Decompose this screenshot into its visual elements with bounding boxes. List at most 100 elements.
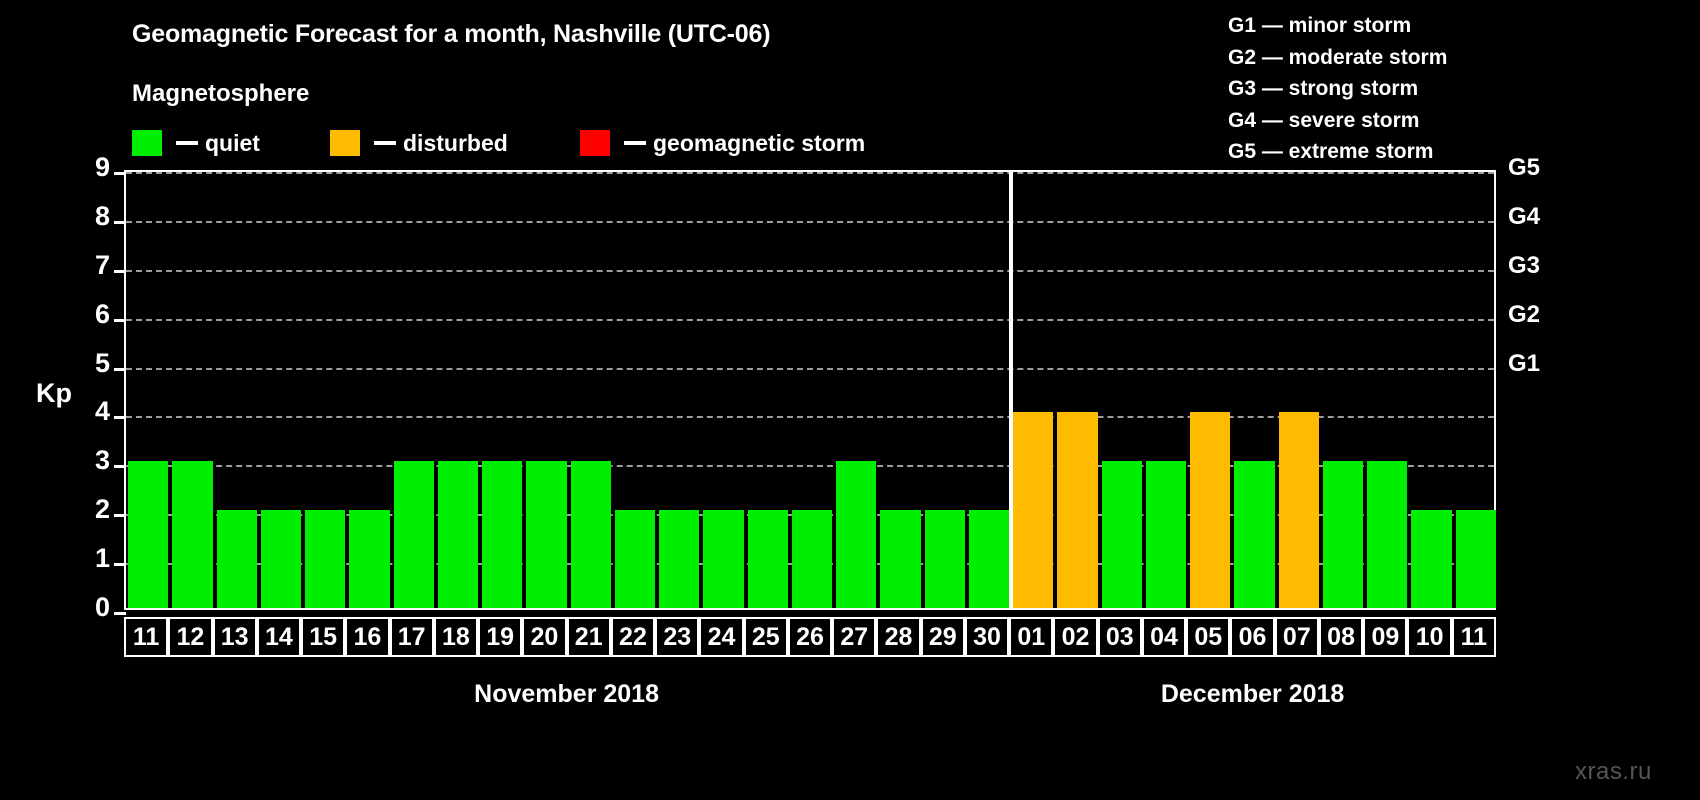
month-label-0: November 2018: [474, 680, 659, 708]
legend-label: quiet: [205, 129, 260, 156]
y-tick-8: [114, 220, 126, 224]
day-label-30: 11: [1451, 617, 1496, 657]
bar-11: [1455, 510, 1496, 608]
day-label-9: 20: [522, 617, 567, 657]
day-label-29: 10: [1407, 617, 1452, 657]
gridline-9: [126, 172, 1494, 174]
bar-05: [1190, 412, 1231, 608]
bar-24: [703, 510, 744, 608]
y-label-8: 8: [94, 200, 110, 231]
y-tick-0: [114, 612, 126, 615]
day-label-27: 08: [1318, 617, 1364, 657]
day-label-25: 06: [1230, 617, 1275, 657]
g-label-G5: G5: [1508, 154, 1541, 181]
gridline-4: [126, 416, 1494, 419]
y-label-9: 9: [94, 152, 110, 182]
bar-series: [126, 172, 1496, 608]
day-label-24: 05: [1186, 617, 1231, 657]
bar-12: [172, 461, 213, 608]
bar-03: [1101, 461, 1142, 608]
bar-04: [1145, 461, 1187, 608]
month-divider: [1009, 170, 1014, 610]
y-tick-5: [114, 367, 126, 371]
day-label-5: 16: [345, 617, 390, 657]
y-axis-title: Kp: [36, 378, 72, 408]
y-tick-1: [114, 563, 126, 567]
bar-26: [791, 510, 833, 608]
month-label-1: December 2018: [1160, 680, 1345, 708]
bar-30: [968, 510, 1010, 608]
day-label-6: 17: [389, 617, 434, 657]
day-label-1: 12: [168, 617, 213, 657]
g-scale-item-4: G4 — severe storm: [1228, 108, 1420, 132]
legend-label: geomagnetic storm: [653, 129, 866, 156]
y-tick-7: [114, 269, 126, 273]
legend-item-1: disturbed: [330, 128, 508, 158]
gridline-6: [126, 318, 1494, 321]
y-label-3: 3: [94, 445, 110, 476]
legend-item-0: quiet: [132, 128, 260, 158]
day-label-12: 23: [655, 617, 700, 657]
watermark: xras.ru: [1575, 758, 1652, 785]
legend-dash-icon: [176, 141, 198, 145]
day-label-17: 28: [876, 617, 921, 657]
bar-15: [305, 510, 346, 608]
y-tick-4: [114, 416, 126, 420]
y-label-6: 6: [94, 298, 110, 329]
day-label-7: 18: [433, 617, 479, 657]
gridline-3: [126, 465, 1494, 468]
g-scale-item-5: G5 — extreme storm: [1228, 140, 1434, 163]
day-label-11: 22: [610, 617, 656, 657]
day-label-2: 13: [212, 617, 257, 657]
day-label-28: 09: [1363, 617, 1408, 657]
day-label-15: 26: [787, 617, 833, 657]
g-scale-item-2: G2 — moderate storm: [1228, 45, 1448, 69]
bar-17: [393, 461, 434, 608]
bar-22: [614, 510, 656, 608]
bar-29: [924, 510, 965, 608]
day-label-22: 03: [1097, 617, 1142, 657]
day-label-20: 01: [1009, 617, 1054, 657]
bar-06: [1234, 461, 1275, 608]
bar-23: [659, 510, 700, 608]
day-label-3: 14: [256, 617, 302, 657]
g-scale-item-1: G1 — minor storm: [1228, 14, 1412, 37]
day-label-8: 19: [478, 617, 523, 657]
day-label-21: 02: [1053, 617, 1098, 657]
bar-21: [570, 461, 611, 608]
day-label-26: 07: [1274, 617, 1319, 657]
bar-01: [1013, 412, 1054, 608]
y-label-1: 1: [94, 543, 110, 574]
bar-28: [880, 510, 921, 608]
storm-swatch: [580, 130, 610, 156]
bar-14: [260, 510, 302, 608]
y-tick-3: [114, 465, 126, 469]
y-tick-2: [114, 514, 126, 518]
bar-20: [526, 461, 567, 608]
bar-11: [128, 461, 169, 608]
bar-25: [747, 510, 788, 608]
bar-09: [1367, 461, 1408, 608]
page-title: Geomagnetic Forecast for a month, Nashvi…: [132, 20, 771, 48]
bar-07: [1278, 412, 1319, 608]
day-label-19: 30: [964, 617, 1010, 657]
legend-label: disturbed: [403, 129, 508, 156]
bar-16: [349, 510, 390, 608]
day-label-16: 27: [832, 617, 877, 657]
magnetosphere-label: Magnetosphere: [132, 80, 310, 107]
y-label-7: 7: [94, 249, 110, 280]
g-label-G3: G3: [1508, 251, 1541, 279]
bar-10: [1411, 510, 1452, 608]
g-label-G1: G1: [1508, 349, 1541, 377]
g-scale-list: G1 — minor storm G2 — moderate storm G3 — …: [1228, 10, 1447, 168]
y-label-5: 5: [94, 347, 110, 378]
disturbed-swatch: [330, 130, 360, 156]
quiet-swatch: [132, 130, 162, 156]
day-label-23: 04: [1141, 617, 1187, 657]
day-label-0: 11: [124, 617, 169, 657]
day-label-4: 15: [301, 617, 346, 657]
y-label-4: 4: [94, 396, 110, 427]
bar-08: [1322, 461, 1364, 608]
plot-area: [114, 170, 1496, 615]
